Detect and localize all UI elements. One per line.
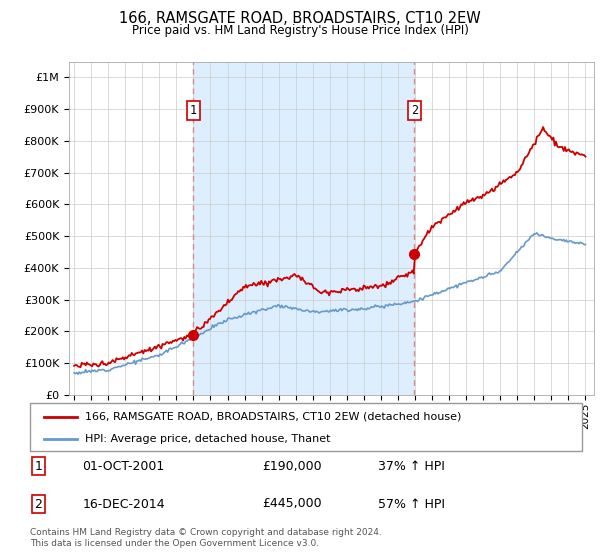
Text: £445,000: £445,000	[262, 497, 322, 511]
Text: 1: 1	[190, 104, 197, 117]
Text: Contains HM Land Registry data © Crown copyright and database right 2024.
This d: Contains HM Land Registry data © Crown c…	[30, 528, 382, 548]
Text: 2: 2	[411, 104, 418, 117]
Text: 37% ↑ HPI: 37% ↑ HPI	[378, 460, 445, 473]
Text: 1: 1	[34, 460, 42, 473]
Text: Price paid vs. HM Land Registry's House Price Index (HPI): Price paid vs. HM Land Registry's House …	[131, 24, 469, 36]
Text: 16-DEC-2014: 16-DEC-2014	[82, 497, 165, 511]
Text: HPI: Average price, detached house, Thanet: HPI: Average price, detached house, Than…	[85, 434, 331, 444]
Text: 2: 2	[34, 497, 42, 511]
Text: 166, RAMSGATE ROAD, BROADSTAIRS, CT10 2EW: 166, RAMSGATE ROAD, BROADSTAIRS, CT10 2E…	[119, 11, 481, 26]
Bar	[193, 62, 415, 395]
Text: 57% ↑ HPI: 57% ↑ HPI	[378, 497, 445, 511]
Text: £190,000: £190,000	[262, 460, 322, 473]
Text: 166, RAMSGATE ROAD, BROADSTAIRS, CT10 2EW (detached house): 166, RAMSGATE ROAD, BROADSTAIRS, CT10 2E…	[85, 412, 461, 422]
Text: 01-OCT-2001: 01-OCT-2001	[82, 460, 164, 473]
